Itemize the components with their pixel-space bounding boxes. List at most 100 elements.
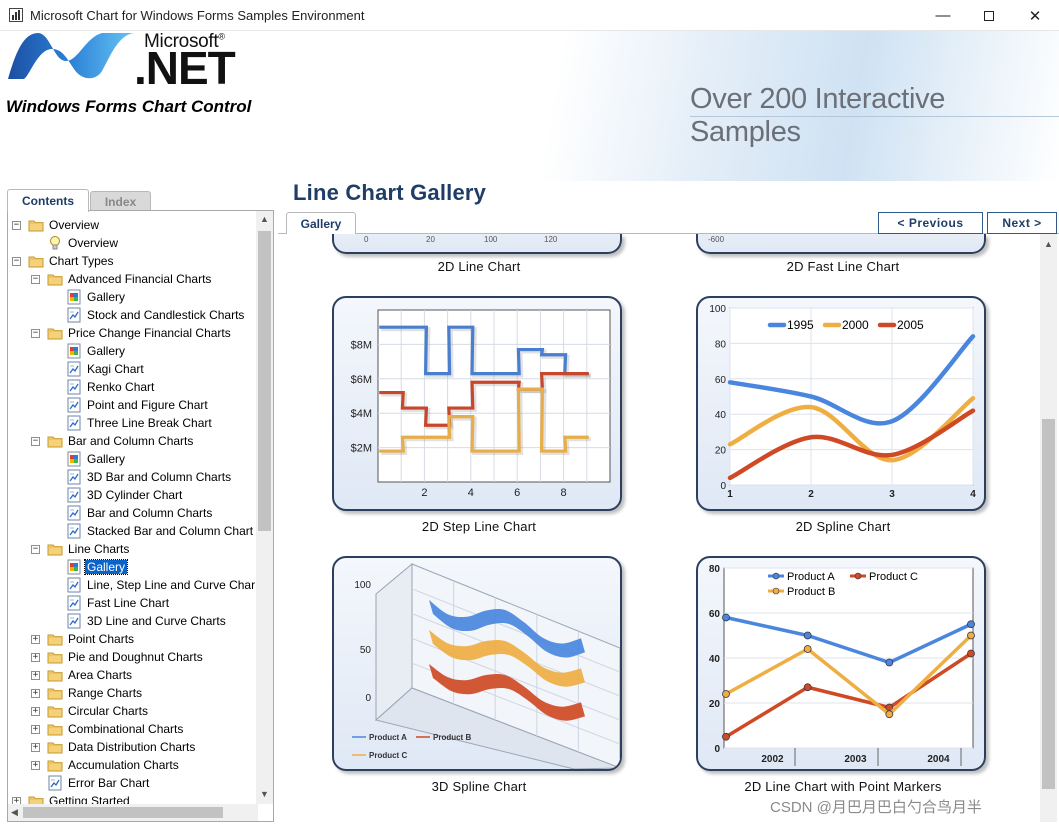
scroll-down-icon[interactable]: ▼: [260, 789, 269, 799]
tick-label: 20: [709, 699, 721, 710]
tree-item[interactable]: Line, Step Line and Curve Char: [8, 576, 258, 594]
tree-item[interactable]: Gallery: [8, 288, 258, 306]
tab-gallery[interactable]: Gallery: [286, 212, 356, 234]
tree-item[interactable]: Gallery: [8, 450, 258, 468]
folder-icon: [47, 742, 63, 754]
card-label-2d-fast-line-chart[interactable]: 2D Fast Line Chart: [786, 259, 900, 274]
gallery-card-3d-spline[interactable]: 100 50 0 Product A Product B Product C: [332, 556, 622, 771]
tick-label: $4M: [351, 408, 372, 420]
tree-item[interactable]: Overview: [8, 234, 258, 252]
card-label-3d-spline[interactable]: 3D Spline Chart: [431, 779, 527, 794]
card-label-point-markers[interactable]: 2D Line Chart with Point Markers: [744, 779, 942, 794]
plot-3d: [374, 562, 620, 769]
tree-item[interactable]: − Chart Types: [8, 252, 258, 270]
expand-icon[interactable]: +: [31, 724, 40, 734]
tree-item[interactable]: 3D Bar and Column Charts: [8, 468, 258, 486]
tree-vertical-scrollbar[interactable]: ▲ ▼: [256, 211, 273, 804]
expand-icon[interactable]: +: [31, 742, 40, 752]
close-icon: ✕: [1028, 7, 1042, 25]
dotnet-brand: .NET: [134, 42, 236, 94]
legend-label: Product A: [369, 733, 407, 742]
collapse-icon[interactable]: −: [31, 436, 40, 446]
tree-item[interactable]: + Range Charts: [8, 684, 258, 702]
tick-label: 6: [514, 487, 520, 499]
tick-label: 80: [709, 564, 721, 575]
collapse-icon[interactable]: −: [31, 544, 40, 554]
tick-label: 0: [365, 693, 371, 704]
tree-item[interactable]: Stock and Candlestick Charts: [8, 306, 258, 324]
next-button[interactable]: Next >: [987, 212, 1057, 234]
tree-item[interactable]: 3D Cylinder Chart: [8, 486, 258, 504]
tree-item[interactable]: Gallery: [8, 558, 258, 576]
step-line-chart: $2M $4M $6M $8M 2 4 6 8: [351, 309, 611, 499]
tree-item[interactable]: 3D Line and Curve Charts: [8, 612, 258, 630]
tick-label: 20: [715, 446, 727, 457]
collapse-icon[interactable]: −: [31, 328, 40, 338]
tree-item[interactable]: Gallery: [8, 342, 258, 360]
tick-label: 2004: [927, 754, 950, 765]
tree-item[interactable]: Error Bar Chart: [8, 774, 258, 792]
collapse-icon[interactable]: −: [12, 256, 21, 266]
expand-icon[interactable]: +: [31, 760, 40, 770]
maximize-button[interactable]: [966, 0, 1012, 31]
tree-item[interactable]: + Pie and Doughnut Charts: [8, 648, 258, 666]
expand-icon[interactable]: +: [31, 706, 40, 716]
tree-scroll-thumb[interactable]: [258, 231, 271, 531]
scroll-up-icon[interactable]: ▲: [260, 214, 269, 224]
gallery-vertical-scrollbar[interactable]: ▲: [1040, 234, 1057, 822]
gallery-scroll-thumb[interactable]: [1042, 419, 1055, 789]
tree-item[interactable]: + Accumulation Charts: [8, 756, 258, 774]
tree-item[interactable]: − Overview: [8, 216, 258, 234]
card-label-step-line[interactable]: 2D Step Line Chart: [421, 519, 537, 534]
tab-contents[interactable]: Contents: [7, 189, 89, 212]
expand-icon[interactable]: +: [31, 634, 40, 644]
tree-item[interactable]: + Data Distribution Charts: [8, 738, 258, 756]
card-label-2d-line-chart[interactable]: 2D Line Chart: [437, 259, 521, 274]
tree-item[interactable]: + Circular Charts: [8, 702, 258, 720]
tree-item[interactable]: + Point Charts: [8, 630, 258, 648]
tree-item[interactable]: Renko Chart: [8, 378, 258, 396]
tree-item[interactable]: − Price Change Financial Charts: [8, 324, 258, 342]
chart-page-icon: [67, 415, 81, 431]
close-button[interactable]: ✕: [1012, 0, 1058, 31]
expand-icon[interactable]: +: [31, 652, 40, 662]
tree-item[interactable]: Point and Figure Chart: [8, 396, 258, 414]
tree-item-label: Gallery: [87, 344, 126, 358]
tree-item[interactable]: Stacked Bar and Column Chart: [8, 522, 258, 540]
tree-hscroll-thumb[interactable]: [23, 807, 223, 818]
collapse-icon[interactable]: −: [12, 220, 21, 230]
collapse-icon[interactable]: −: [31, 274, 40, 284]
series-line: [727, 408, 976, 481]
tab-index[interactable]: Index: [90, 191, 151, 211]
scroll-left-icon[interactable]: ◀: [11, 807, 18, 817]
expand-icon[interactable]: +: [31, 688, 40, 698]
tree-item-label: Three Line Break Chart: [87, 416, 212, 430]
gallery-card-spline[interactable]: 0 20 40 60 80 100 1 2 3 4 1995 2000 2005: [696, 296, 986, 511]
minimize-button[interactable]: —: [920, 0, 966, 31]
scroll-up-icon[interactable]: ▲: [1044, 239, 1053, 249]
tagline-underline: [690, 116, 1059, 117]
tree-horizontal-scrollbar[interactable]: ◀: [8, 804, 258, 821]
expand-icon[interactable]: +: [31, 670, 40, 680]
card-label-spline[interactable]: 2D Spline Chart: [795, 519, 891, 534]
tick-label: 100: [709, 304, 726, 315]
tree-item[interactable]: Kagi Chart: [8, 360, 258, 378]
tree-item[interactable]: − Line Charts: [8, 540, 258, 558]
gallery-card-partial[interactable]: -600: [696, 234, 986, 254]
app-chart-icon: [9, 8, 23, 22]
tree-item[interactable]: Bar and Column Charts: [8, 504, 258, 522]
previous-button[interactable]: < Previous: [878, 212, 983, 234]
tree-item[interactable]: + Combinational Charts: [8, 720, 258, 738]
tick-label: 2: [808, 489, 814, 500]
gallery-card-partial[interactable]: 0 20 100 120: [332, 234, 622, 254]
contents-tree-panel: − Overview Overview − Chart Types − Advanced F…: [7, 210, 274, 822]
tree-item-label: Price Change Financial Charts: [68, 326, 231, 340]
tree-item[interactable]: + Area Charts: [8, 666, 258, 684]
tree-item[interactable]: − Bar and Column Charts: [8, 432, 258, 450]
tree-item[interactable]: − Advanced Financial Charts: [8, 270, 258, 288]
gallery-card-step-line[interactable]: $2M $4M $6M $8M 2 4 6 8: [332, 296, 622, 511]
tree-item[interactable]: Fast Line Chart: [8, 594, 258, 612]
legend-label: 2005: [897, 318, 924, 332]
tree-item[interactable]: Three Line Break Chart: [8, 414, 258, 432]
